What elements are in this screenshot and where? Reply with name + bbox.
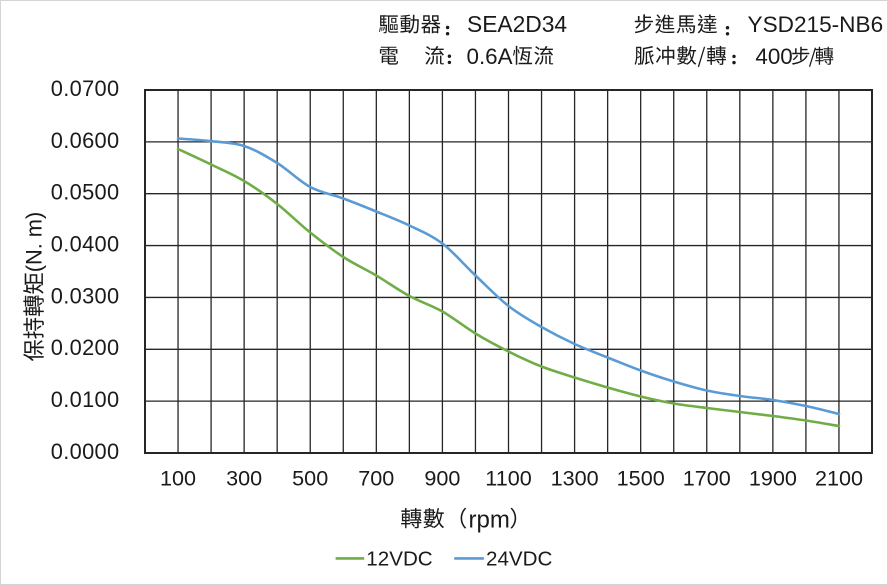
svg-text:900: 900 — [424, 466, 460, 491]
svg-text:SEA2D34: SEA2D34 — [467, 11, 567, 37]
svg-text:500: 500 — [292, 466, 328, 491]
svg-text:YSD215-NB6: YSD215-NB6 — [748, 12, 884, 37]
svg-text:24VDC: 24VDC — [486, 547, 553, 570]
svg-text:0.0600: 0.0600 — [51, 128, 120, 153]
svg-text:0.0400: 0.0400 — [51, 232, 120, 257]
svg-text:1700: 1700 — [683, 466, 731, 491]
svg-text:400: 400 — [755, 44, 792, 69]
svg-text:1100: 1100 — [485, 466, 531, 491]
svg-text:1300: 1300 — [551, 466, 599, 491]
svg-text:rpm: rpm — [469, 506, 510, 533]
svg-text:0.0100: 0.0100 — [51, 387, 120, 412]
svg-text:(N. m): (N. m) — [22, 212, 47, 273]
svg-text:0.6A: 0.6A — [467, 44, 513, 69]
svg-text:1900: 1900 — [749, 466, 797, 491]
svg-text:0.0000: 0.0000 — [51, 439, 120, 464]
svg-text:0.0700: 0.0700 — [51, 76, 120, 101]
svg-text:300: 300 — [226, 466, 262, 491]
svg-text:100: 100 — [160, 466, 196, 491]
svg-text:0.0200: 0.0200 — [51, 335, 120, 360]
svg-text:0.0500: 0.0500 — [51, 180, 120, 205]
svg-text:700: 700 — [358, 466, 394, 491]
svg-text:12VDC: 12VDC — [366, 547, 433, 570]
svg-text:2100: 2100 — [815, 466, 863, 491]
svg-text:1500: 1500 — [617, 466, 665, 491]
svg-text:0.0300: 0.0300 — [51, 283, 120, 308]
